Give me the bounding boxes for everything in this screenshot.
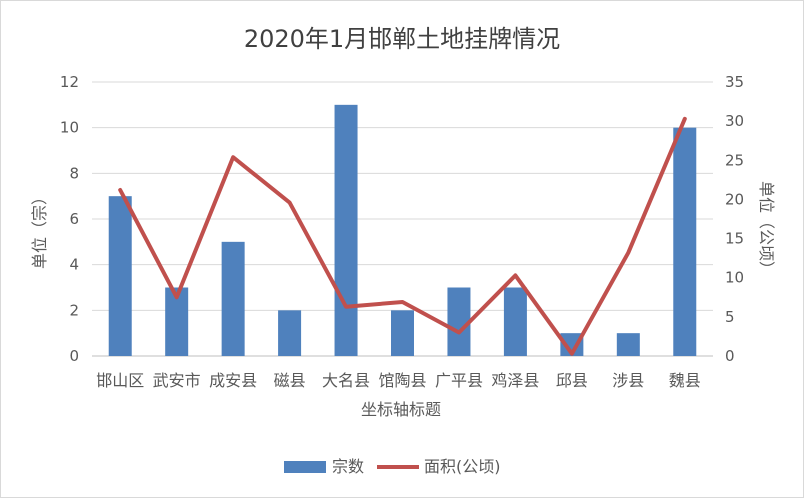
x-tick-label: 成安县 bbox=[209, 371, 257, 390]
bar bbox=[109, 196, 132, 356]
right-tick-label: 25 bbox=[725, 151, 744, 169]
bar bbox=[673, 128, 696, 356]
x-tick-label: 邯山区 bbox=[96, 371, 144, 390]
right-tick-label: 0 bbox=[725, 347, 735, 365]
x-tick-label: 魏县 bbox=[669, 371, 701, 390]
left-tick-label: 2 bbox=[69, 301, 79, 319]
legend-label-bar: 宗数 bbox=[332, 457, 364, 476]
right-tick-label: 35 bbox=[725, 73, 744, 91]
left-tick-label: 6 bbox=[69, 210, 79, 228]
x-tick-label: 武安市 bbox=[153, 371, 201, 390]
x-tick-label: 涉县 bbox=[612, 371, 644, 390]
bar bbox=[617, 333, 640, 356]
left-axis-label: 单位（宗） bbox=[30, 189, 49, 269]
x-tick-label: 馆陶县 bbox=[378, 371, 426, 390]
bar bbox=[335, 105, 358, 356]
x-axis-label: 坐标轴标题 bbox=[361, 400, 441, 419]
right-tick-label: 15 bbox=[725, 230, 744, 248]
right-tick-label: 5 bbox=[725, 308, 735, 326]
left-axis-ticks: 0 2 4 6 8 10 12 bbox=[60, 73, 79, 365]
bar bbox=[504, 288, 527, 357]
left-tick-label: 8 bbox=[69, 164, 79, 182]
bar-series bbox=[109, 105, 697, 356]
left-tick-label: 12 bbox=[60, 73, 79, 91]
right-tick-label: 10 bbox=[725, 269, 744, 287]
x-axis-ticks: 邯山区武安市成安县磁县大名县馆陶县广平县鸡泽县邱县 涉县 魏县 bbox=[96, 371, 701, 390]
bar bbox=[278, 310, 301, 356]
bar bbox=[391, 310, 414, 356]
left-tick-label: 4 bbox=[69, 256, 79, 274]
legend-swatch-bar bbox=[284, 461, 326, 473]
x-tick-label: 广平县 bbox=[435, 371, 483, 390]
x-tick-label: 磁县 bbox=[274, 371, 306, 390]
x-tick-label: 邱县 bbox=[556, 371, 588, 390]
right-axis-label: 单位（公顷） bbox=[757, 181, 776, 277]
x-tick-label: 鸡泽县 bbox=[491, 371, 539, 390]
left-tick-label: 10 bbox=[60, 119, 79, 137]
chart-title: 2020年1月邯郸土地挂牌情况 bbox=[244, 25, 560, 53]
left-tick-label: 0 bbox=[69, 347, 79, 365]
right-tick-label: 20 bbox=[725, 190, 744, 208]
bar bbox=[222, 242, 245, 356]
legend: 宗数 面积(公顷) bbox=[284, 457, 501, 476]
right-tick-label: 30 bbox=[725, 112, 744, 130]
x-tick-label: 大名县 bbox=[322, 371, 370, 390]
right-axis-ticks: 0 5 10 15 20 25 30 35 bbox=[725, 73, 744, 365]
legend-label-line: 面积(公顷) bbox=[424, 457, 501, 476]
